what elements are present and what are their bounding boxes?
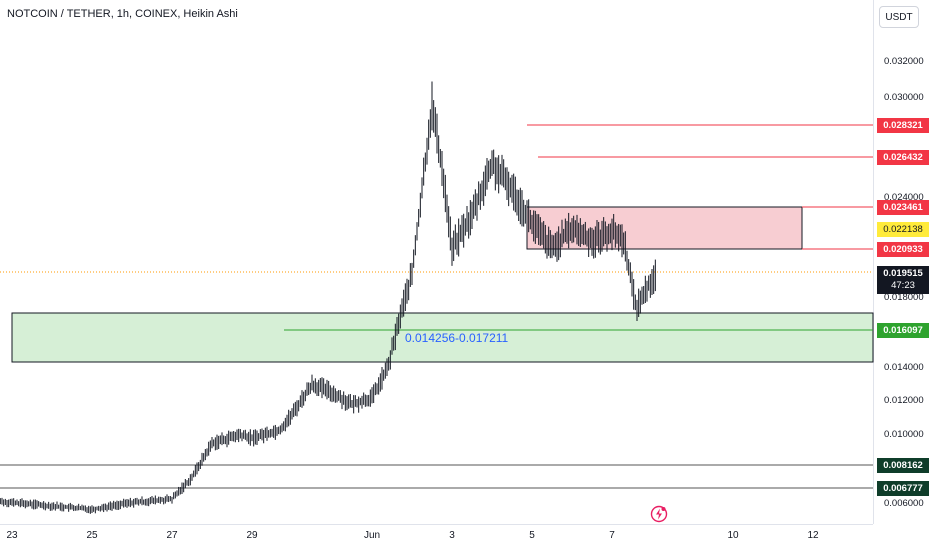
support-zone[interactable]: [11, 312, 874, 363]
price-badge: 0.026432: [877, 150, 929, 165]
price-badge: 0.008162: [877, 458, 929, 473]
price-tick: 0.032000: [884, 56, 924, 67]
last-price-value: 0.019515: [883, 268, 923, 279]
last-price-badge: 0.019515 47:23: [877, 266, 929, 294]
countdown: 47:23: [891, 280, 915, 291]
price-badge: 0.028321: [877, 118, 929, 133]
currency-button[interactable]: USDT: [879, 6, 919, 28]
resistance-zone[interactable]: [526, 206, 803, 250]
candles: [0, 81, 656, 514]
support-zone-label: 0.014256-0.017211: [405, 331, 509, 345]
time-tick: 12: [807, 530, 819, 541]
price-badge: 0.016097: [877, 323, 929, 338]
time-tick: 5: [529, 530, 535, 541]
price-tick: 0.014000: [884, 362, 924, 373]
current-price-badge: 0.022138: [877, 222, 929, 237]
time-tick: 3: [449, 530, 455, 541]
price-tick: 0.024000: [884, 192, 924, 203]
time-tick: 23: [6, 530, 18, 541]
time-tick: 27: [166, 530, 178, 541]
time-tick: 29: [246, 530, 258, 541]
time-tick: 25: [86, 530, 98, 541]
lightning-icon[interactable]: [650, 505, 668, 523]
price-badge: 0.020933: [877, 242, 929, 257]
time-tick: Jun: [363, 530, 381, 541]
price-tick: 0.010000: [884, 429, 924, 440]
price-badge: 0.023461: [877, 200, 929, 215]
time-tick: 7: [609, 530, 615, 541]
price-tick: 0.012000: [884, 395, 924, 406]
price-tick: 0.030000: [884, 92, 924, 103]
price-badge: 0.006777: [877, 481, 929, 496]
price-tick: 0.018000: [884, 292, 924, 303]
time-tick: 10: [727, 530, 739, 541]
price-tick: 0.006000: [884, 498, 924, 509]
chart-title: NOTCOIN / TETHER, 1h, COINEX, Heikin Ash…: [7, 8, 238, 20]
